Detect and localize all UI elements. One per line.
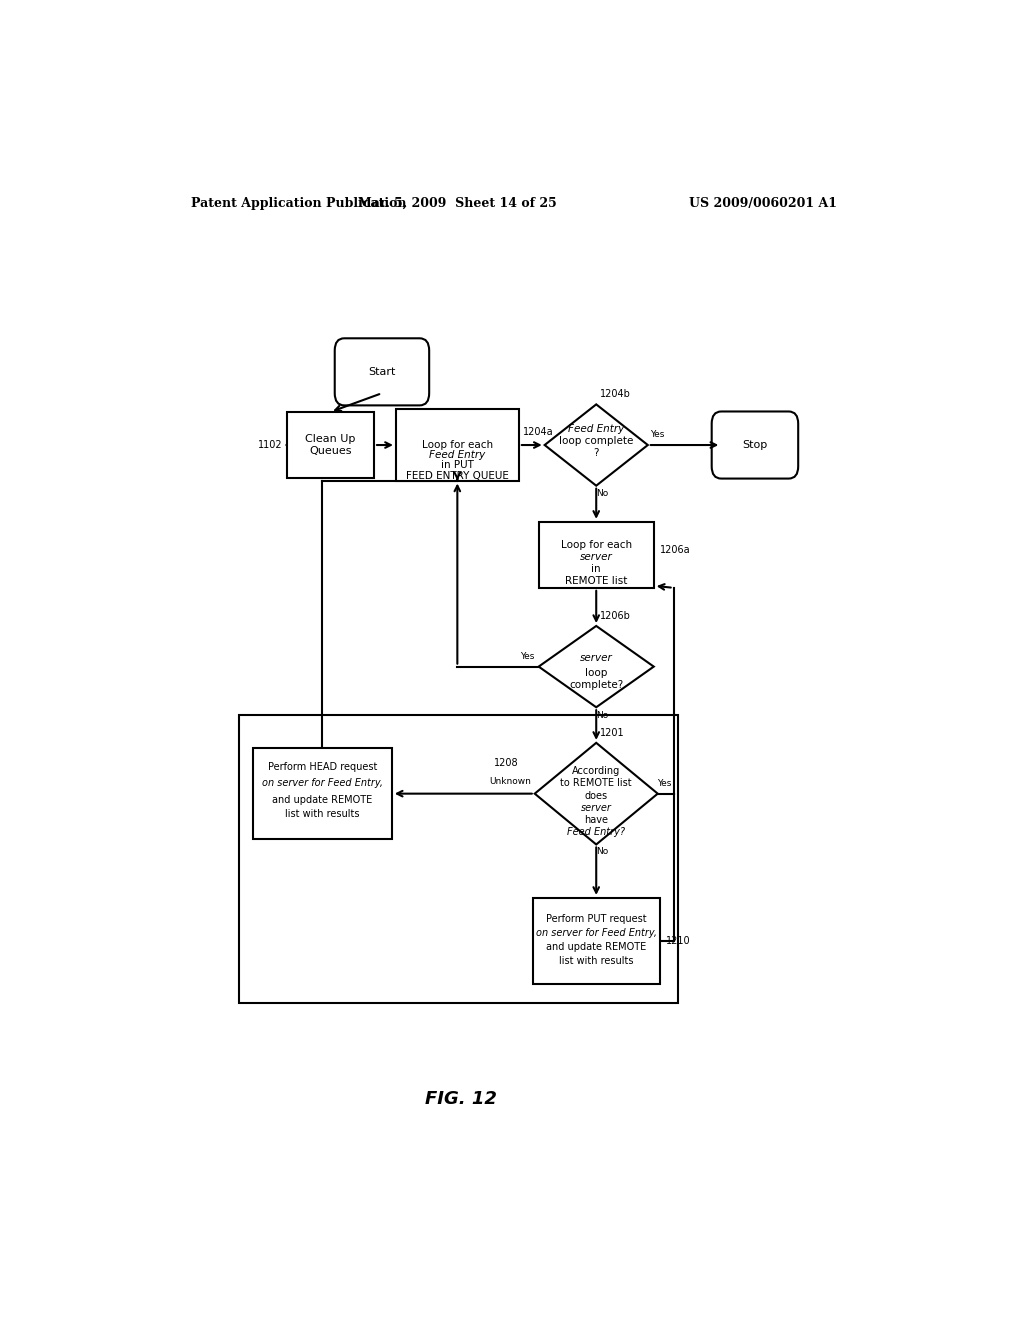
Text: No: No bbox=[596, 847, 608, 857]
Text: Feed Entry: Feed Entry bbox=[568, 424, 625, 434]
Text: FIG. 12: FIG. 12 bbox=[425, 1089, 498, 1107]
Text: to REMOTE list: to REMOTE list bbox=[560, 779, 632, 788]
Text: Start: Start bbox=[369, 367, 395, 376]
FancyBboxPatch shape bbox=[396, 409, 519, 480]
Text: Perform HEAD request: Perform HEAD request bbox=[267, 762, 377, 772]
Text: in: in bbox=[592, 564, 601, 574]
Text: FEED ENTRY QUEUE: FEED ENTRY QUEUE bbox=[406, 470, 509, 480]
FancyBboxPatch shape bbox=[539, 521, 653, 587]
Text: have: have bbox=[585, 814, 608, 825]
Text: server: server bbox=[580, 552, 612, 562]
Text: According: According bbox=[572, 767, 621, 776]
Text: 1210: 1210 bbox=[666, 936, 690, 946]
Text: loop complete: loop complete bbox=[559, 436, 634, 446]
Text: 1201: 1201 bbox=[600, 727, 625, 738]
Text: Feed Entry: Feed Entry bbox=[429, 450, 485, 461]
Text: 1206b: 1206b bbox=[600, 611, 631, 620]
Text: No: No bbox=[596, 711, 608, 719]
FancyBboxPatch shape bbox=[712, 412, 798, 479]
Text: and update REMOTE: and update REMOTE bbox=[272, 795, 373, 805]
FancyBboxPatch shape bbox=[335, 338, 429, 405]
Text: 1208: 1208 bbox=[495, 758, 519, 768]
Text: Mar. 5, 2009  Sheet 14 of 25: Mar. 5, 2009 Sheet 14 of 25 bbox=[358, 197, 557, 210]
FancyBboxPatch shape bbox=[253, 748, 392, 840]
Text: complete?: complete? bbox=[569, 680, 624, 690]
Text: on server for Feed Entry,: on server for Feed Entry, bbox=[536, 928, 656, 939]
Text: 1204b: 1204b bbox=[600, 389, 631, 399]
Text: loop: loop bbox=[585, 668, 607, 677]
Polygon shape bbox=[535, 743, 657, 845]
Text: US 2009/0060201 A1: US 2009/0060201 A1 bbox=[689, 197, 837, 210]
Text: Patent Application Publication: Patent Application Publication bbox=[191, 197, 407, 210]
Text: and update REMOTE: and update REMOTE bbox=[546, 942, 646, 952]
Text: Feed Entry?: Feed Entry? bbox=[567, 828, 626, 837]
Text: ?: ? bbox=[594, 449, 599, 458]
Polygon shape bbox=[545, 404, 648, 486]
Text: Yes: Yes bbox=[656, 779, 672, 788]
Text: on server for Feed Entry,: on server for Feed Entry, bbox=[262, 779, 383, 788]
FancyBboxPatch shape bbox=[532, 898, 659, 985]
FancyBboxPatch shape bbox=[287, 412, 374, 478]
Text: Loop for each: Loop for each bbox=[422, 440, 493, 450]
Text: in PUT: in PUT bbox=[441, 461, 474, 470]
Text: does: does bbox=[585, 791, 608, 801]
Text: No: No bbox=[596, 490, 608, 499]
Text: 1206a: 1206a bbox=[660, 545, 691, 554]
Text: server: server bbox=[581, 803, 611, 813]
Text: 1204a: 1204a bbox=[523, 426, 553, 437]
Text: list with results: list with results bbox=[559, 957, 634, 966]
Text: server: server bbox=[580, 653, 612, 664]
Text: Stop: Stop bbox=[742, 440, 768, 450]
Text: REMOTE list: REMOTE list bbox=[565, 577, 628, 586]
Text: Yes: Yes bbox=[650, 430, 665, 440]
Text: 1102: 1102 bbox=[258, 440, 283, 450]
Polygon shape bbox=[539, 626, 653, 708]
Text: Unknown: Unknown bbox=[488, 777, 530, 785]
Text: Yes: Yes bbox=[519, 652, 534, 661]
Text: Perform PUT request: Perform PUT request bbox=[546, 913, 646, 924]
Text: list with results: list with results bbox=[285, 809, 359, 818]
Text: Loop for each: Loop for each bbox=[561, 540, 632, 549]
Text: Clean Up
Queues: Clean Up Queues bbox=[305, 434, 355, 455]
